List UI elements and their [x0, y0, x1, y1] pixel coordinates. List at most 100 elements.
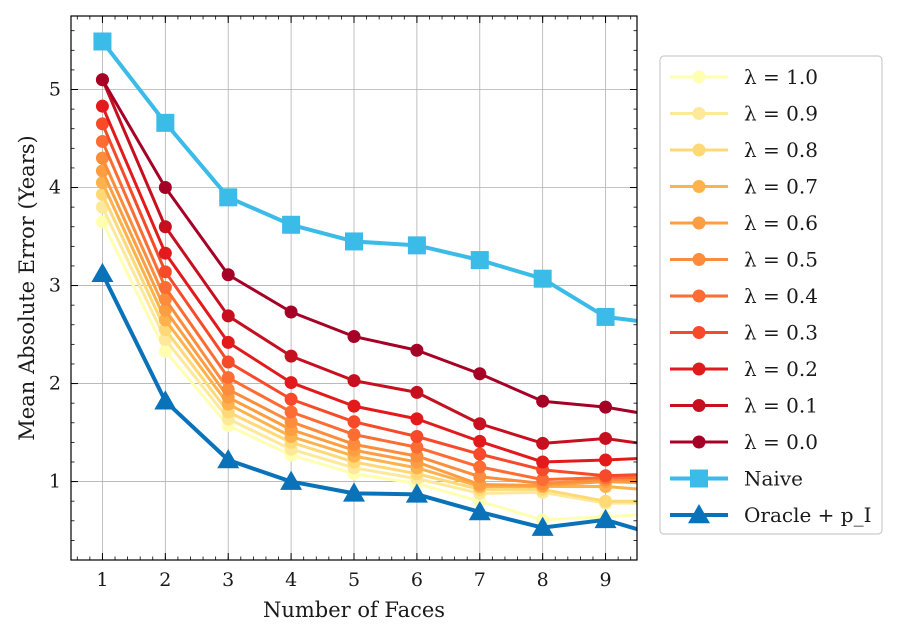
- data-point: [158, 246, 172, 260]
- data-point: [158, 344, 172, 358]
- legend-entry: λ = 0.0: [670, 430, 818, 454]
- legend-label: λ = 0.6: [744, 211, 818, 235]
- series-8: [95, 99, 637, 469]
- legend-marker: [692, 326, 706, 339]
- legend-label: λ = 0.2: [744, 357, 818, 381]
- y-tick-label: 1: [49, 471, 61, 493]
- data-point: [95, 151, 109, 165]
- x-tick-label: 9: [600, 569, 612, 591]
- legend-entry: λ = 0.5: [670, 248, 818, 272]
- data-point: [158, 303, 172, 317]
- legend-label: λ = 0.5: [744, 248, 818, 272]
- data-point: [158, 281, 172, 295]
- data-point: [91, 262, 114, 283]
- data-point: [531, 516, 554, 536]
- x-tick-label: 5: [348, 569, 360, 591]
- data-point: [410, 385, 424, 399]
- data-point: [410, 440, 424, 454]
- data-point: [536, 436, 550, 450]
- series-10: [95, 73, 637, 415]
- legend-label: Oracle + p_I: [744, 503, 872, 527]
- series-line: [101, 193, 637, 503]
- x-tick-label: 4: [285, 569, 297, 591]
- legend-entry: λ = 0.3: [670, 321, 818, 345]
- data-point: [596, 307, 615, 326]
- legend-entry: λ = 0.8: [670, 138, 818, 162]
- legend-entry: Naive: [670, 467, 803, 491]
- data-point: [599, 469, 613, 483]
- data-point: [405, 483, 428, 503]
- legend-marker: [688, 504, 710, 524]
- series-9: [95, 73, 637, 450]
- legend-marker: [692, 107, 706, 120]
- series-line: [100, 272, 637, 532]
- legend-label: λ = 0.3: [744, 321, 818, 345]
- x-tick-label: 7: [474, 569, 486, 591]
- data-point: [470, 251, 489, 270]
- data-point: [410, 429, 424, 443]
- data-point: [347, 428, 361, 442]
- data-point: [533, 269, 552, 288]
- data-point: [594, 508, 617, 529]
- data-point: [221, 371, 235, 385]
- series-layer: [91, 32, 637, 536]
- data-point: [95, 134, 109, 148]
- x-tick-label: 2: [159, 569, 171, 591]
- legend-marker: [692, 399, 706, 412]
- data-point: [599, 453, 613, 467]
- series-6: [95, 134, 637, 487]
- x-tick-label: 1: [96, 569, 108, 591]
- x-tick-label: 6: [411, 569, 423, 591]
- data-point: [95, 117, 109, 131]
- legend-marker: [692, 70, 706, 84]
- legend-marker: [692, 253, 706, 266]
- legend-label: λ = 0.9: [744, 102, 818, 126]
- data-point: [599, 431, 613, 445]
- legend-entry: λ = 0.4: [670, 284, 818, 308]
- data-point: [221, 382, 235, 396]
- legend-box: [659, 55, 883, 535]
- series-12: [91, 262, 637, 536]
- legend-marker: [692, 143, 706, 157]
- series-11: [93, 32, 637, 326]
- data-point: [156, 113, 175, 132]
- series-line: [101, 221, 637, 522]
- y-tick-label: 2: [49, 373, 61, 395]
- legend-entry: Oracle + p_I: [670, 503, 872, 527]
- data-point: [158, 265, 172, 279]
- data-point: [347, 437, 361, 451]
- data-point: [284, 349, 298, 363]
- data-point: [221, 268, 235, 282]
- data-point: [95, 215, 109, 229]
- data-point: [473, 434, 487, 448]
- series-7: [95, 117, 637, 483]
- data-point: [219, 188, 238, 207]
- legend-label: λ = 0.1: [744, 394, 818, 418]
- series-line: [101, 206, 637, 505]
- data-point: [284, 392, 298, 406]
- data-point: [347, 415, 361, 429]
- series-line: [101, 79, 637, 445]
- data-point: [158, 292, 172, 306]
- legend-label: λ = 0.0: [744, 430, 818, 454]
- legend-label: λ = 0.4: [744, 284, 818, 308]
- data-point: [536, 473, 550, 487]
- data-point: [284, 376, 298, 390]
- data-point: [473, 447, 487, 461]
- legend: λ = 1.0 λ = 0.9 λ = 0.8 λ = 0.7 λ = 0.6 λ = 0…: [659, 55, 883, 535]
- legend-marker: [692, 435, 706, 449]
- legend-label: λ = 0.8: [744, 138, 818, 162]
- data-point: [284, 405, 298, 419]
- legend-marker: [692, 216, 706, 230]
- data-point: [221, 309, 235, 323]
- series-line: [101, 78, 637, 415]
- legend-entry: λ = 0.1: [670, 394, 818, 418]
- data-point: [468, 500, 491, 521]
- data-point: [284, 305, 298, 319]
- series-line: [101, 157, 637, 486]
- legend-label: λ = 0.7: [744, 175, 818, 199]
- legend-marker: [690, 469, 708, 488]
- data-point: [473, 367, 487, 381]
- data-point: [536, 394, 550, 408]
- data-point: [536, 455, 550, 469]
